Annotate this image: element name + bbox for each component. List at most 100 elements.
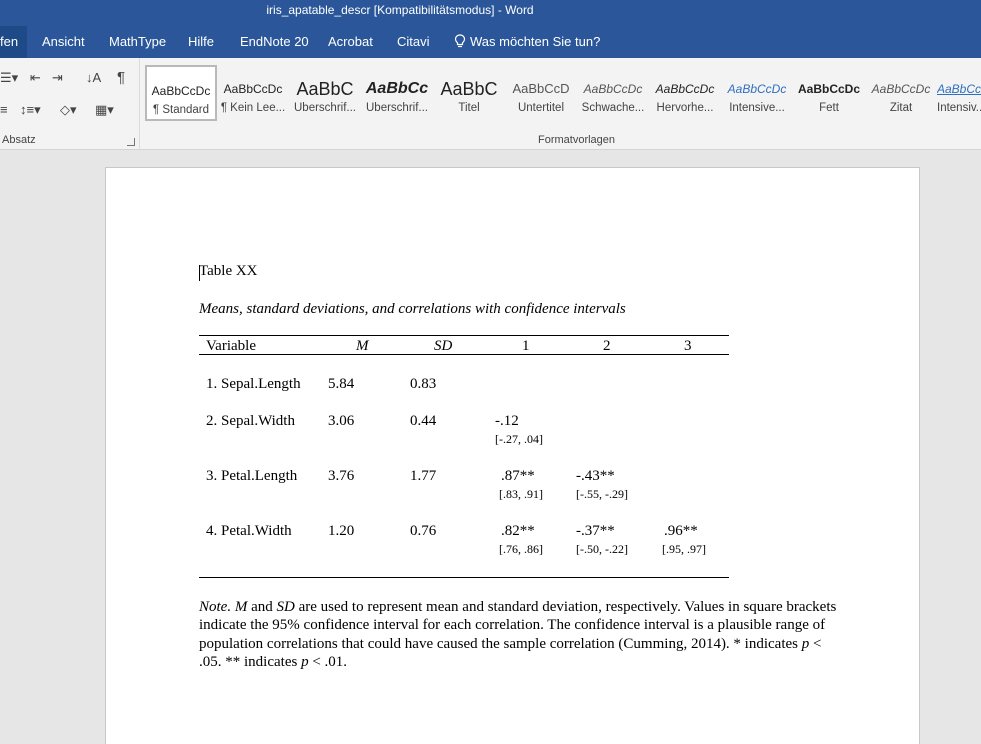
note-prefix: Note. [199, 599, 232, 615]
justify-icon[interactable]: ≡ [0, 102, 8, 117]
note-text-3: < .01. [308, 653, 348, 670]
row-sd: 0.44 [410, 413, 437, 429]
header-variable: Variable [206, 338, 256, 354]
style-name: Überschrif... [366, 102, 428, 114]
tell-me-label: Was möchten Sie tun? [470, 34, 601, 49]
numbering-icon[interactable]: ☰▾ [0, 70, 19, 85]
table-label: Table XX [199, 263, 258, 279]
shading-icon[interactable]: ◇▾ [60, 102, 77, 117]
style-zitat[interactable]: AaBbCcDc Zitat [865, 65, 937, 121]
table-top-rule [199, 335, 729, 336]
row-variable: 1. Sepal.Length [206, 376, 301, 392]
row-mean: 3.76 [328, 468, 355, 484]
note-m: M [234, 599, 248, 615]
style-name: ¶ Standard [152, 104, 210, 116]
row-variable: 2. Sepal.Width [206, 413, 295, 429]
confidence-interval: [-.55, -.29] [576, 487, 628, 501]
row-mean: 1.20 [328, 523, 355, 539]
confidence-interval: [-.50, -.22] [576, 542, 628, 556]
row-mean: 3.06 [328, 413, 355, 429]
style-hervorhebung[interactable]: AaBbCcDc Hervorhe... [649, 65, 721, 121]
style-sample: AaBbCcDc [871, 82, 931, 96]
style-name: Schwache... [581, 102, 645, 114]
confidence-interval: [.83, .91] [499, 487, 543, 501]
note-sd: SD [276, 599, 295, 615]
style-sample: AaBbCc [365, 80, 429, 97]
correlation-value: .82** [501, 523, 535, 539]
style-ueberschrift-1[interactable]: AaBbC Überschrif... [289, 65, 361, 121]
header-mean: M [356, 338, 369, 354]
style-sample: AaBbCcDc [223, 82, 283, 96]
correlation-value: -.43** [576, 468, 615, 484]
row-variable: 3. Petal.Length [206, 468, 298, 484]
style-sample: AaBbCcD [512, 81, 570, 96]
tab-ansicht[interactable]: Ansicht [42, 34, 85, 49]
paragraph-group: ☰▾ ⇤ ⇥ ↓A ¶ ≡ ↕≡▾ ◇▾ ▦▾ Absatz [0, 58, 140, 150]
ribbon-tabs: fen Ansicht MathType Hilfe EndNote 20 Ac… [0, 26, 981, 58]
row-sd: 0.76 [410, 523, 437, 539]
line-spacing-icon[interactable]: ↕≡▾ [20, 102, 41, 117]
style-schwache-hervorhebung[interactable]: AaBbCcDc Schwache... [577, 65, 649, 121]
borders-icon[interactable]: ▦▾ [95, 102, 114, 117]
correlation-value: -.12 [495, 413, 519, 429]
style-sample: AaBbC [440, 79, 498, 99]
style-sample: AaBbCcDc [727, 82, 787, 96]
table-caption: Means, standard deviations, and correlat… [199, 301, 626, 317]
row-mean: 5.84 [328, 376, 355, 392]
note-p-2: p [301, 653, 309, 670]
note-text-2: < .05. ** indicates [199, 635, 822, 670]
document-area[interactable]: Table XX Means, standard deviations, and… [0, 150, 981, 744]
style-ueberschrift-2[interactable]: AaBbCc Überschrif... [361, 65, 433, 121]
sort-icon[interactable]: ↓A [86, 70, 102, 85]
header-col-3: 3 [684, 338, 692, 354]
style-intensives-zitat[interactable]: AaBbCc Intensiv... [937, 65, 981, 121]
row-sd: 0.83 [410, 376, 437, 392]
style-sample: AaBbCc [937, 82, 981, 96]
table-note: Note. M and SD are used to represent mea… [199, 598, 839, 671]
style-titel[interactable]: AaBbC Titel [433, 65, 505, 121]
tab-hilfe[interactable]: Hilfe [188, 34, 215, 49]
tab-citavi[interactable]: Citavi [397, 34, 430, 49]
tab-referenzen[interactable]: fen [0, 26, 27, 58]
confidence-interval: [.95, .97] [662, 542, 706, 556]
style-intensive-hervorhebung[interactable]: AaBbCcDc Intensive... [721, 65, 793, 121]
header-col-2: 2 [603, 338, 611, 354]
style-name: Hervorhe... [656, 102, 714, 114]
note-text-1: are used to represent mean and standard … [199, 599, 837, 652]
table-bottom-rule [199, 577, 729, 578]
style-name: Fett [819, 102, 839, 114]
tab-acrobat[interactable]: Acrobat [328, 34, 373, 49]
correlation-value: .87** [501, 468, 535, 484]
style-untertitel[interactable]: AaBbCcD Untertitel [505, 65, 577, 121]
dialog-launcher-icon[interactable] [127, 138, 135, 146]
style-fett[interactable]: AaBbCcDc Fett [793, 65, 865, 121]
pilcrow-icon[interactable]: ¶ [117, 69, 126, 86]
style-name: Intensive... [729, 102, 785, 114]
correlation-value: -.37** [576, 523, 615, 539]
note-p-1: p [801, 635, 810, 652]
style-name: Titel [458, 102, 480, 114]
styles-gallery: AaBbCcDc ¶ Standard AaBbCcDc ¶ Kein Lee.… [145, 65, 981, 125]
decrease-indent-icon[interactable]: ⇤ [30, 70, 41, 85]
title-bar: iris_apatable_descr [Kompatibilitätsmodu… [0, 0, 981, 26]
row-sd: 1.77 [410, 468, 437, 484]
ribbon: ☰▾ ⇤ ⇥ ↓A ¶ ≡ ↕≡▾ ◇▾ ▦▾ Absatz AaBbCcDc … [0, 58, 981, 150]
style-sample: AaBbC [296, 79, 354, 99]
style-name: Intensiv... [937, 102, 981, 114]
style-name: Untertitel [517, 102, 565, 114]
document-page[interactable]: Table XX Means, standard deviations, and… [105, 167, 920, 744]
increase-indent-icon[interactable]: ⇥ [52, 70, 63, 85]
tab-mathtype[interactable]: MathType [109, 34, 167, 49]
style-sample: AaBbCcDc [583, 82, 643, 96]
style-kein-leerraum[interactable]: AaBbCcDc ¶ Kein Lee... [217, 65, 289, 121]
style-standard[interactable]: AaBbCcDc ¶ Standard [145, 65, 217, 121]
table-header-rule [199, 354, 729, 355]
style-sample: AaBbCcDc [151, 84, 211, 98]
style-sample: AaBbCcDc [655, 82, 715, 96]
style-name: Zitat [889, 102, 913, 114]
styles-group-label: Formatvorlagen [538, 134, 616, 146]
tell-me-search[interactable]: Was möchten Sie tun? [454, 26, 600, 58]
tab-endnote[interactable]: EndNote 20 [240, 34, 309, 49]
style-sample: AaBbCcDc [797, 82, 860, 96]
window-title: iris_apatable_descr [Kompatibilitätsmodu… [266, 3, 534, 17]
